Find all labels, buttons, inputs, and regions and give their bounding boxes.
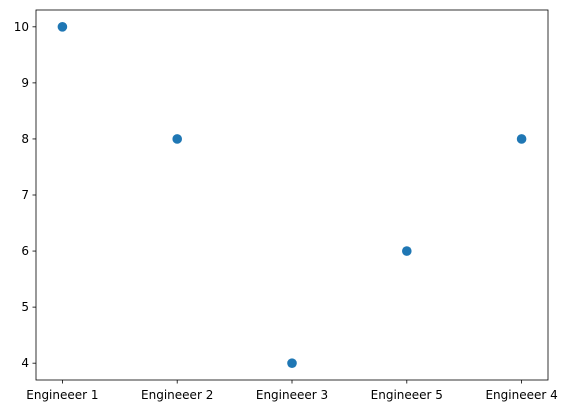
x-tick-label: Engineeer 3	[256, 388, 328, 402]
y-tick-label: 6	[21, 244, 29, 258]
data-point	[172, 134, 183, 144]
y-tick-label: 5	[21, 300, 29, 314]
x-tick-label: Engineeer 2	[141, 388, 213, 402]
data-point	[516, 134, 527, 144]
data-point	[287, 358, 297, 368]
x-tick-label: Engineeer 4	[485, 388, 557, 402]
plot-area: 4 5 6 7 8 9 10 Engineeer 1 Engineeer 2 Engineeer …	[14, 9, 558, 402]
data-point	[57, 22, 68, 32]
y-tick-label: 10	[14, 20, 29, 34]
y-tick-label: 9	[21, 76, 29, 90]
y-tick-label: 7	[21, 188, 29, 202]
x-tick-label: Engineeer 1	[26, 388, 98, 402]
y-tick-label: 4	[21, 356, 29, 370]
y-tick-label: 8	[21, 132, 29, 146]
x-tick-label: Engineeer 5	[371, 388, 443, 402]
data-point	[401, 246, 412, 256]
